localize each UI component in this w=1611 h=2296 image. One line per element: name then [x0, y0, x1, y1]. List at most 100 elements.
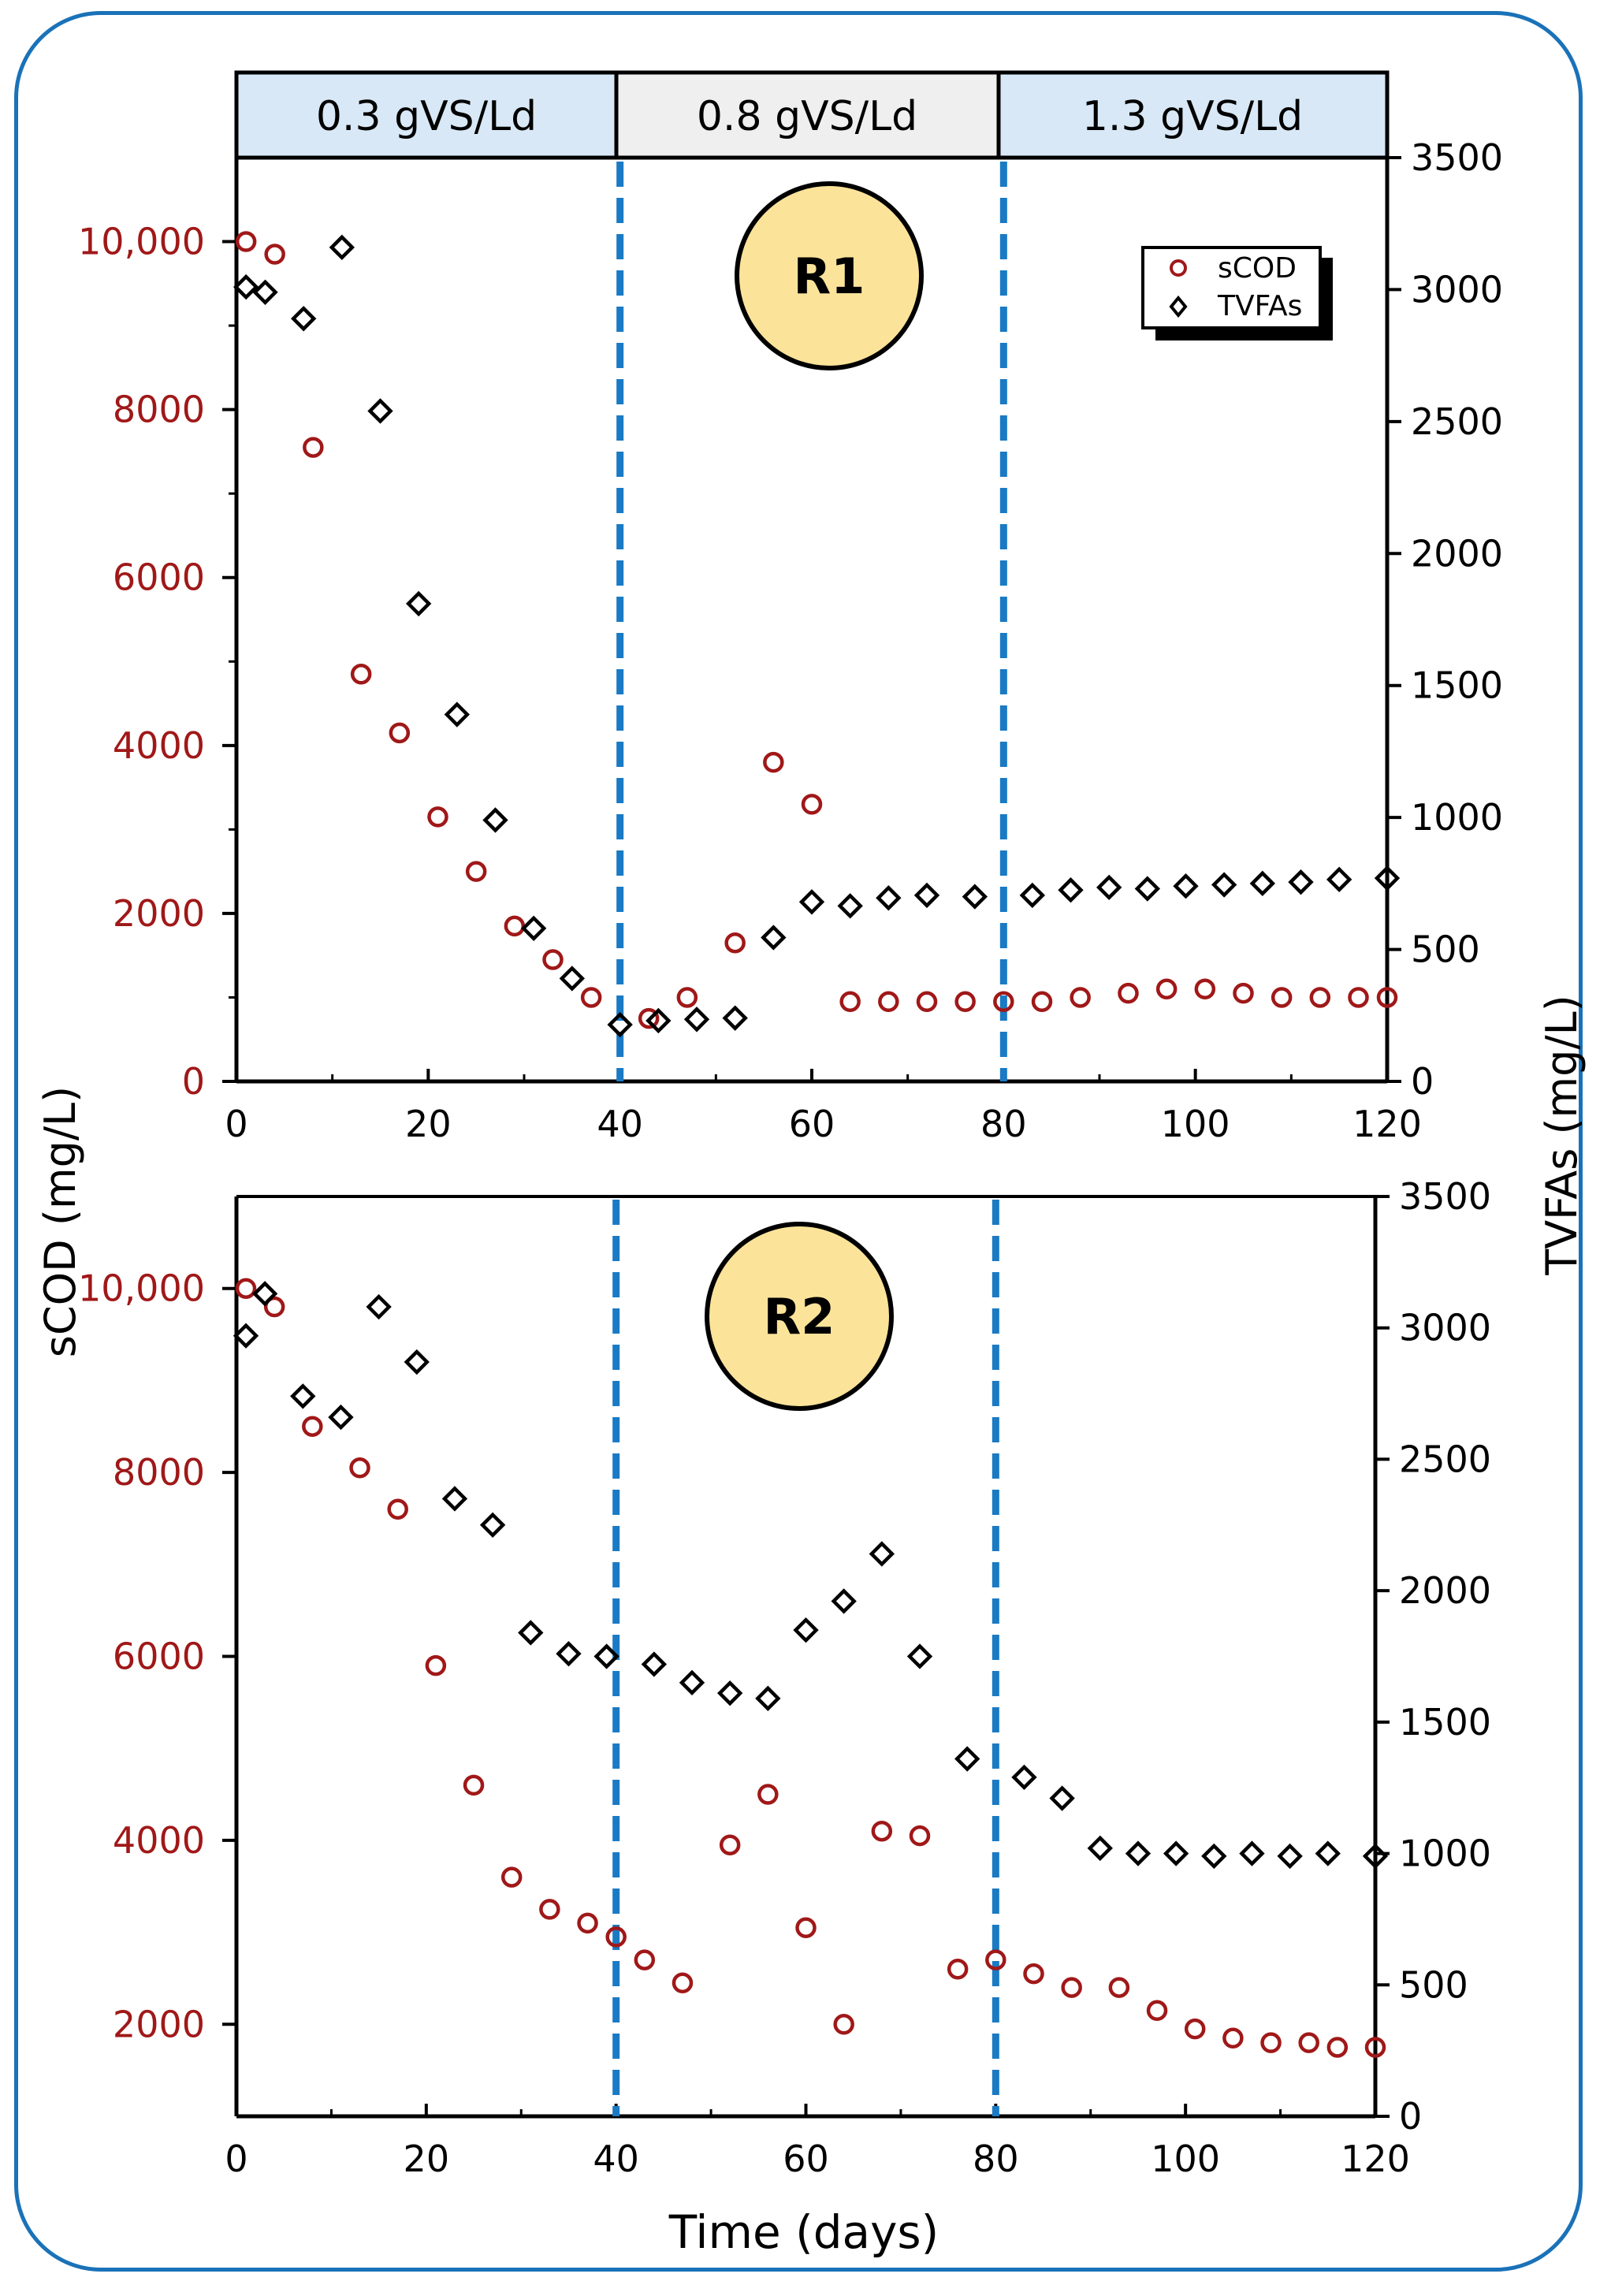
p2-tvfa-point: [233, 1323, 259, 1349]
p1-scod-point: [1271, 987, 1293, 1008]
p1-y-left-tick-label: 0: [182, 1060, 205, 1103]
p2-tvfa-point: [1362, 1843, 1389, 1870]
loading-band-2-label: 0.8 gVS/Ld: [697, 93, 917, 140]
p2-scod-point: [757, 1784, 779, 1805]
p1-tvfa-point: [1288, 869, 1314, 895]
p1-scod-point: [1376, 987, 1398, 1008]
p2-scod-point: [719, 1834, 741, 1855]
p1-y-right-tick-label: 3000: [1411, 268, 1503, 311]
y-axis-left-label: sCOD (mg/L): [35, 1086, 85, 1357]
p2-tvfa-point: [869, 1541, 895, 1567]
p2-x-tick-label: 80: [973, 2138, 1019, 2180]
p1-y-left-tick-label: 6000: [113, 556, 205, 599]
p2-scod-point: [1260, 2032, 1282, 2053]
p2-tvfa-point: [1011, 1764, 1037, 1791]
p1-tvfa-point: [1249, 870, 1276, 897]
p1-scod-point: [1194, 978, 1216, 1000]
p2-tvfa-point: [1315, 1840, 1341, 1866]
p1-y-left-tick-label: 8000: [113, 389, 205, 431]
p2-tvfa-point: [1049, 1785, 1075, 1811]
p1-y-left-tick-label: 4000: [113, 724, 205, 767]
legend-scod-label: sCOD: [1218, 252, 1297, 285]
p1-y-right-tick-label: 500: [1411, 928, 1480, 971]
p1-tvfa-point: [405, 590, 432, 617]
p2-scod-point: [500, 1866, 523, 1888]
p2-tvfa-point: [441, 1486, 468, 1512]
p2-y-right-tick-label: 2000: [1399, 1569, 1491, 1612]
p1-scod-point: [1309, 987, 1331, 1008]
loading-band-row: 0.3 gVS/Ld 0.8 gVS/Ld 1.3 gVS/Ld: [234, 70, 1390, 160]
p1-x-tick-label: 100: [1161, 1103, 1230, 1145]
p2-tvfa-point: [1201, 1843, 1227, 1870]
p1-tvfa-point: [962, 884, 988, 910]
p2-scod-point: [985, 1949, 1006, 1970]
p1-x-tick-label: 60: [789, 1103, 835, 1145]
p2-tvfa-point: [793, 1617, 819, 1643]
p1-scod-point: [1031, 991, 1053, 1013]
p1-scod-point: [763, 751, 784, 773]
p1-tvfa-point: [1211, 872, 1237, 898]
p2-tvfa-point: [1087, 1835, 1113, 1862]
p2-x-tick-label: 120: [1341, 2138, 1410, 2180]
loading-band-1-label: 0.3 gVS/Ld: [316, 93, 537, 140]
p1-tvfa-point: [1374, 865, 1401, 891]
p1-scod-point: [878, 991, 899, 1013]
p2-tvfa-point: [755, 1685, 781, 1712]
p2-scod-point: [235, 1278, 257, 1299]
p1-y-left-tick-label: 10,000: [78, 221, 205, 263]
p2-y-right-tick-label: 2500: [1399, 1438, 1491, 1480]
p2-scod-point: [425, 1654, 447, 1676]
p1-y-left-tick-label: 2000: [113, 892, 205, 935]
p1-x-tick-label: 40: [597, 1103, 643, 1145]
r2-badge: R2: [705, 1222, 894, 1411]
p2-tvfa-point: [954, 1746, 980, 1772]
p2-tvfa-point: [641, 1651, 668, 1677]
p1-scod-point: [580, 987, 602, 1008]
p2-tvfa-point: [1163, 1840, 1189, 1866]
p2-scod-point: [909, 1825, 931, 1847]
p1-scod-point: [724, 932, 746, 954]
p1-y-right-tick-label: 2500: [1411, 400, 1503, 443]
p1-scod-point: [504, 915, 526, 937]
p2-scod-point: [605, 1926, 627, 1948]
p2-y-left-tick-label: 6000: [113, 1635, 205, 1678]
p2-y-right-tick-label: 500: [1399, 1963, 1468, 2006]
r1-badge-label: R1: [794, 247, 865, 305]
p1-scod-point: [350, 664, 372, 685]
p2-scod-point: [577, 1912, 598, 1934]
p2-tvfa-point: [1277, 1843, 1303, 1870]
p2-scod-point: [1326, 2037, 1349, 2058]
p2-scod-point: [1222, 2027, 1244, 2049]
p2-scod-point: [349, 1457, 370, 1479]
p1-tvfa-point: [798, 889, 825, 915]
p1-tvfa-point: [913, 882, 940, 909]
p2-scod-point: [795, 1917, 817, 1939]
p1-scod-point: [916, 991, 938, 1013]
p1-scod-point: [1348, 987, 1369, 1008]
p1-tvfa-point: [329, 234, 355, 261]
p1-scod-point: [993, 991, 1014, 1013]
legend-tvfa-marker: [1169, 295, 1188, 318]
p2-tvfa-point: [328, 1404, 354, 1431]
p1-scod-point: [954, 991, 976, 1013]
p2-tvfa-point: [404, 1349, 430, 1375]
p2-scod-point: [1184, 2018, 1206, 2040]
p2-tvfa-point: [679, 1669, 705, 1696]
p1-tvfa-point: [1058, 877, 1084, 903]
p1-scod-point: [542, 949, 564, 970]
p1-tvfa-point: [1019, 882, 1046, 909]
outer-frame: [14, 11, 1583, 2272]
r1-badge: R1: [735, 181, 924, 370]
p1-y-right-tick-label: 3500: [1411, 136, 1503, 179]
p2-scod-point: [263, 1296, 285, 1318]
p2-tvfa-point: [716, 1680, 743, 1706]
p1-tvfa-point: [367, 398, 393, 424]
p1-tvfa-point: [646, 1007, 672, 1034]
p2-tvfa-point: [1239, 1840, 1265, 1866]
legend: sCOD TVFAs: [1141, 246, 1333, 340]
p1-scod-point: [801, 794, 823, 815]
p1-y-right-tick-label: 1500: [1411, 664, 1503, 707]
p2-y-right-tick-label: 0: [1399, 2095, 1422, 2138]
p2-scod-point: [634, 1949, 656, 1970]
